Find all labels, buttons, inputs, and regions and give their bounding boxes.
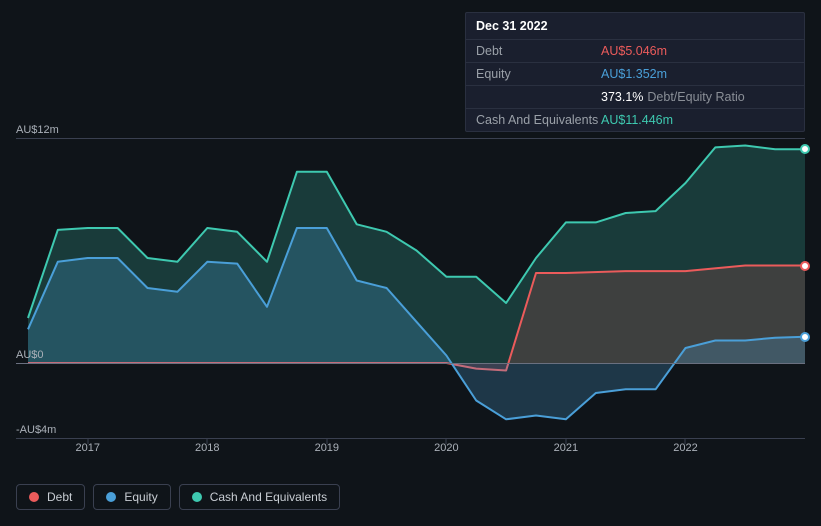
legend-item[interactable]: Equity xyxy=(93,484,170,510)
legend: Debt Equity Cash And Equivalents xyxy=(16,484,340,510)
plot[interactable] xyxy=(16,138,805,438)
tooltip-equity-value: AU$1.352m xyxy=(601,67,667,81)
legend-label: Equity xyxy=(124,490,157,504)
y-axis-label: AU$12m xyxy=(16,124,59,136)
legend-item[interactable]: Cash And Equivalents xyxy=(179,484,340,510)
tooltip-row-debt: Debt AU$5.046m xyxy=(466,40,804,63)
series-marker xyxy=(800,144,810,154)
y-axis-label: -AU$4m xyxy=(16,424,56,436)
legend-swatch xyxy=(29,492,39,502)
x-axis-label: 2018 xyxy=(195,442,219,454)
x-axis-label: 2021 xyxy=(554,442,578,454)
tooltip-ratio-label xyxy=(476,90,601,104)
gridline xyxy=(16,363,805,364)
y-axis-label: AU$0 xyxy=(16,349,44,361)
tooltip-panel: Dec 31 2022 Debt AU$5.046m Equity AU$1.3… xyxy=(465,12,805,132)
series-marker xyxy=(800,332,810,342)
legend-label: Cash And Equivalents xyxy=(210,490,327,504)
legend-swatch xyxy=(192,492,202,502)
tooltip-equity-label: Equity xyxy=(476,67,601,81)
gridline xyxy=(16,138,805,139)
x-axis-label: 2019 xyxy=(315,442,339,454)
tooltip-row-equity: Equity AU$1.352m xyxy=(466,63,804,86)
chart-area[interactable]: AU$12m AU$0 -AU$4m xyxy=(16,120,805,440)
x-axis-label: 2020 xyxy=(434,442,458,454)
series-marker xyxy=(800,261,810,271)
x-axis: 2017 2018 2019 2020 2021 2022 xyxy=(16,442,805,458)
tooltip-debt-label: Debt xyxy=(476,44,601,58)
legend-swatch xyxy=(106,492,116,502)
tooltip-ratio-pct: 373.1% xyxy=(601,90,643,104)
legend-item[interactable]: Debt xyxy=(16,484,85,510)
x-axis-label: 2022 xyxy=(673,442,697,454)
tooltip-date: Dec 31 2022 xyxy=(466,13,804,40)
x-axis-label: 2017 xyxy=(75,442,99,454)
tooltip-ratio-suffix: Debt/Equity Ratio xyxy=(647,90,744,104)
gridline xyxy=(16,438,805,439)
tooltip-debt-value: AU$5.046m xyxy=(601,44,667,58)
tooltip-row-ratio: 373.1% Debt/Equity Ratio xyxy=(466,86,804,109)
legend-label: Debt xyxy=(47,490,72,504)
chart-svg xyxy=(16,138,805,438)
